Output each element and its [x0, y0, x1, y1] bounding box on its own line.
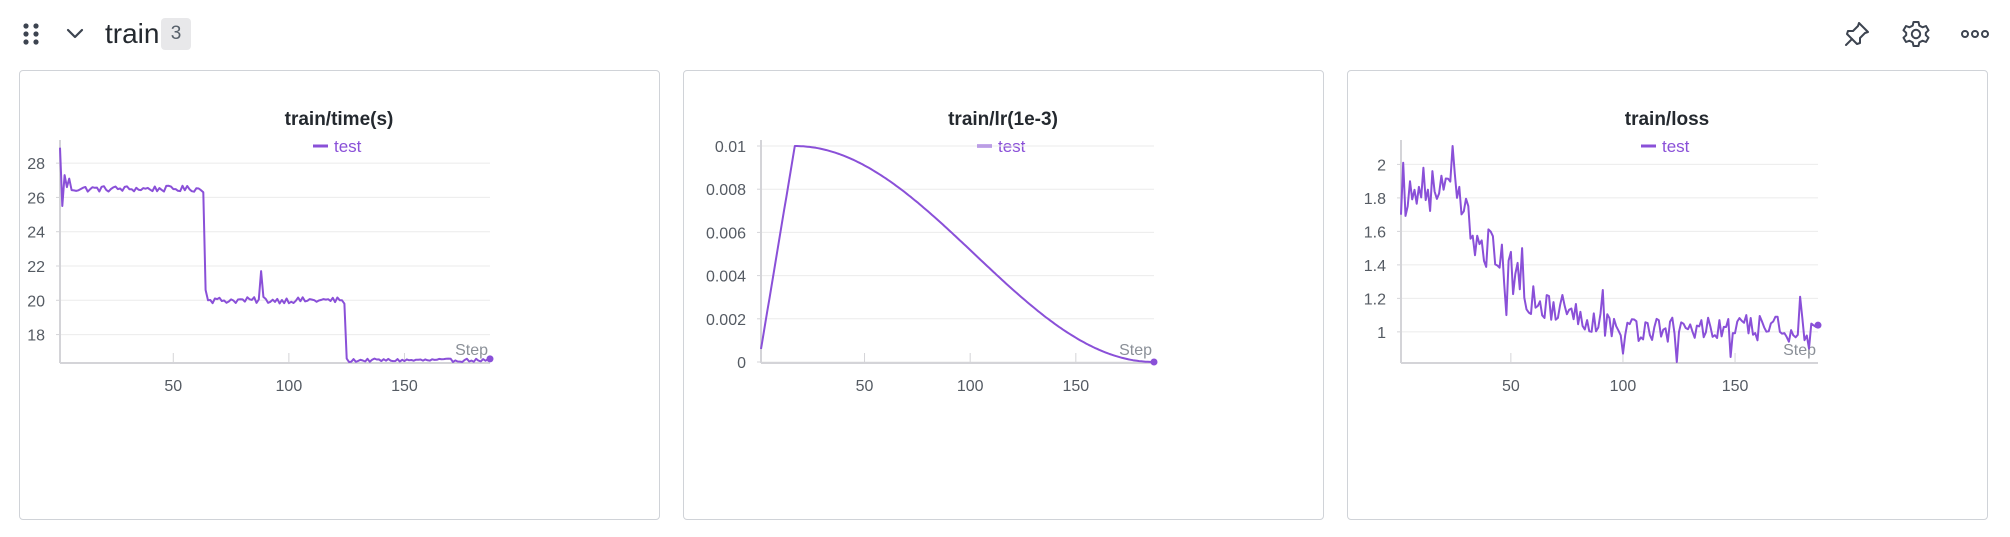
y-tick-label: 1.8 — [1364, 191, 1386, 208]
x-tick-label: 50 — [856, 378, 874, 395]
legend-item[interactable]: test — [1641, 137, 1690, 156]
x-axis-label: Step — [455, 342, 488, 359]
x-axis-label: Step — [1783, 342, 1816, 359]
x-axis-label: Step — [1119, 342, 1152, 359]
gear-glyph — [1902, 21, 1930, 47]
y-tick-label: 1 — [1377, 325, 1386, 342]
drag-handle-glyph — [23, 23, 39, 45]
y-tick-label: 22 — [27, 259, 45, 276]
gear-icon[interactable] — [1900, 18, 1932, 50]
x-tick-label: 150 — [1062, 378, 1089, 395]
drag-handle-icon[interactable] — [18, 18, 44, 50]
panel-group-header: train 3 — [0, 0, 2010, 68]
x-tick-label: 100 — [276, 378, 303, 395]
y-tick-label: 0 — [737, 355, 746, 372]
pin-icon[interactable] — [1841, 18, 1873, 50]
chart-title: train/time(s) — [285, 109, 394, 130]
more-horizontal-glyph — [1961, 30, 1989, 38]
chart-panel-train-lr[interactable]: train/lr(1e-3) test 0 0.002 0.004 0.006 0.008 0… — [683, 70, 1324, 520]
y-tick-label: 0.008 — [706, 182, 746, 199]
x-tick-label: 50 — [1502, 378, 1520, 395]
y-tick-label: 1.6 — [1364, 224, 1386, 241]
last-point-marker — [486, 355, 494, 363]
y-tick-label: 1.4 — [1364, 258, 1386, 275]
chart-train-lr: train/lr(1e-3)test00.0020.0040.0060.0080… — [706, 109, 1158, 395]
y-tick-label: 20 — [27, 293, 45, 310]
y-tick-label: 2 — [1377, 157, 1386, 174]
x-tick-label: 150 — [391, 378, 418, 395]
chart-train-time: train/time(s) test 18 20 22 24 26 28 50 100 150 Ste… — [27, 109, 494, 395]
chevron-down-glyph — [66, 28, 84, 39]
legend-label: test — [334, 137, 362, 156]
y-tick-label: 18 — [27, 328, 45, 345]
series-line-test[interactable] — [1400, 145, 1819, 363]
series-line-test[interactable] — [59, 147, 491, 363]
chevron-down-icon[interactable] — [62, 20, 88, 48]
chart-panel-train-loss[interactable]: train/loss test 1 1.2 1.4 1.6 1.8 2 50 100 150 Step — [1347, 70, 1988, 520]
x-tick-label: 100 — [1610, 378, 1637, 395]
chart-panel-train-time[interactable]: train/time(s) test 18 20 22 24 26 28 50 100 150 Ste… — [19, 70, 660, 520]
legend-label: test — [1662, 137, 1690, 156]
y-tick-label: 1.2 — [1364, 291, 1386, 308]
y-tick-label: 28 — [27, 156, 45, 173]
y-tick-label: 26 — [27, 190, 45, 207]
x-tick-label: 150 — [1722, 378, 1749, 395]
y-tick-label: 0.004 — [706, 269, 746, 286]
last-point-marker — [1814, 321, 1822, 329]
chart-train-loss: train/loss test 1 1.2 1.4 1.6 1.8 2 50 100 150 Step — [1364, 109, 1822, 395]
panel-group-title[interactable]: train — [105, 18, 160, 49]
panel-count-badge: 3 — [161, 18, 191, 50]
chart-title: train/loss — [1625, 109, 1709, 130]
y-tick-label: 0.002 — [706, 312, 746, 329]
last-point-marker — [1150, 358, 1158, 366]
y-tick-label: 24 — [27, 225, 45, 242]
y-tick-label: 0.01 — [715, 139, 746, 156]
legend-item[interactable]: test — [313, 137, 362, 156]
x-tick-label: 100 — [957, 378, 984, 395]
y-tick-label: 0.006 — [706, 225, 746, 242]
chart-title: train/lr(1e-3) — [948, 109, 1058, 130]
more-horizontal-icon[interactable] — [1957, 18, 1993, 50]
x-tick-label: 50 — [164, 378, 182, 395]
pin-glyph — [1845, 22, 1869, 46]
series-line-test[interactable] — [760, 145, 1154, 363]
